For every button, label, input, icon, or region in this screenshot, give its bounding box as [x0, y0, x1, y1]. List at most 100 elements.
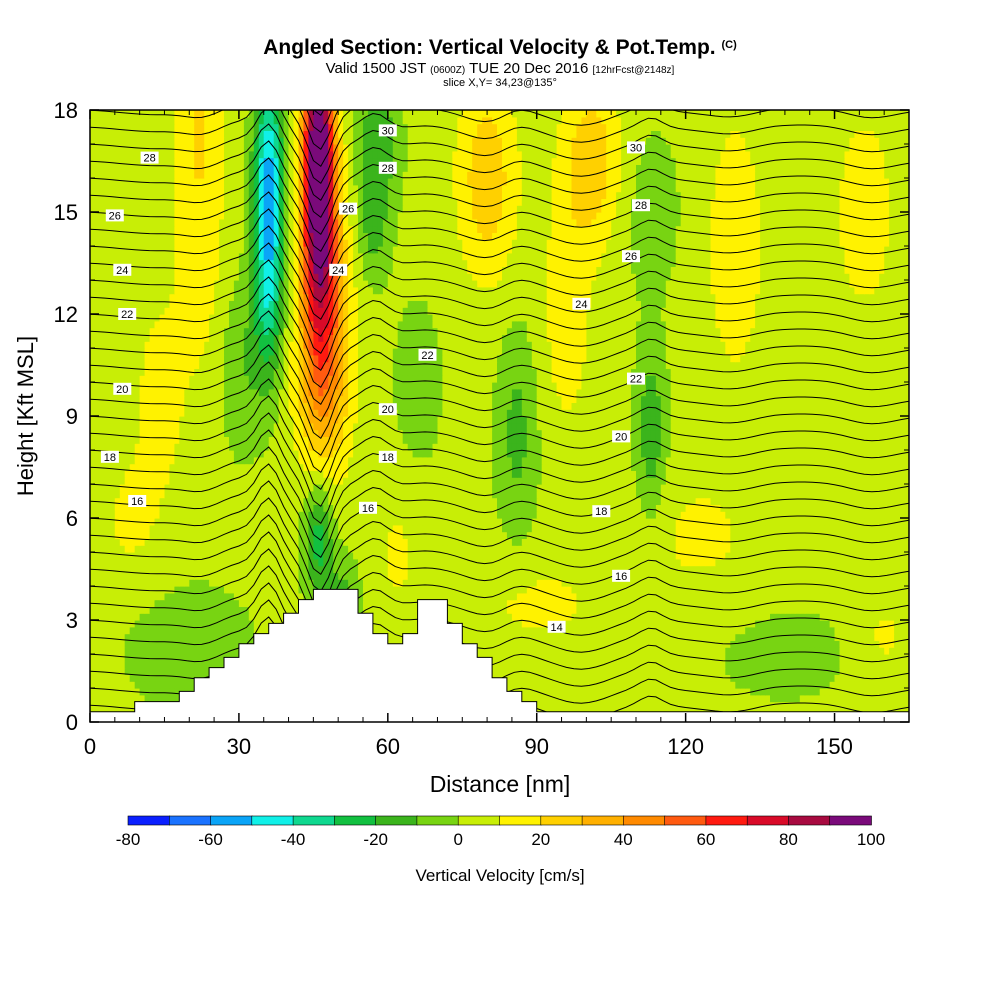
- velocity-cell: [844, 660, 851, 669]
- velocity-cell: [104, 606, 111, 614]
- velocity-cell: [601, 545, 607, 553]
- velocity-cell: [750, 599, 756, 607]
- velocity-cell: [169, 524, 175, 533]
- velocity-cell: [229, 620, 235, 628]
- velocity-cell: [690, 660, 697, 669]
- velocity-cell: [655, 586, 662, 594]
- velocity-cell: [645, 606, 652, 614]
- velocity-cell: [99, 586, 106, 594]
- velocity-cell: [770, 538, 776, 546]
- velocity-cell: [417, 558, 424, 567]
- velocity-cell: [219, 518, 225, 526]
- velocity-cell: [149, 654, 156, 662]
- velocity-cell: [695, 579, 702, 587]
- velocity-cell: [650, 626, 657, 635]
- velocity-cell: [705, 660, 712, 669]
- velocity-cell: [119, 674, 126, 682]
- velocity-cell: [233, 626, 240, 635]
- vertical-velocity-field: [90, 110, 909, 722]
- velocity-cell: [626, 694, 632, 703]
- velocity-cell: [397, 626, 404, 635]
- velocity-cell: [745, 572, 751, 580]
- velocity-cell: [566, 538, 573, 546]
- velocity-cell: [576, 572, 582, 580]
- velocity-cell: [154, 531, 161, 539]
- velocity-cell: [775, 545, 781, 553]
- velocity-cell: [596, 694, 602, 703]
- velocity-cell: [511, 647, 518, 655]
- velocity-cell: [283, 552, 290, 560]
- velocity-cell: [412, 565, 419, 573]
- velocity-cell: [169, 592, 175, 601]
- velocity-cell: [799, 558, 806, 567]
- velocity-cell: [437, 538, 444, 546]
- velocity-cell: [834, 613, 841, 621]
- velocity-cell: [377, 565, 384, 573]
- velocity-cell: [487, 613, 493, 621]
- velocity-cell: [725, 613, 731, 621]
- velocity-cell: [526, 647, 533, 655]
- velocity-cell: [214, 572, 220, 580]
- velocity-cell: [665, 613, 672, 621]
- velocity-cell: [844, 674, 851, 682]
- velocity-cell: [705, 694, 712, 703]
- velocity-cell: [482, 531, 488, 539]
- velocity-cell: [179, 599, 185, 607]
- velocity-cell: [685, 586, 692, 594]
- velocity-cell: [685, 660, 692, 669]
- velocity-cell: [700, 599, 707, 607]
- velocity-cell: [814, 606, 821, 614]
- velocity-cell: [516, 626, 523, 635]
- velocity-cell: [348, 572, 354, 580]
- velocity-cell: [104, 688, 111, 696]
- velocity-cell: [95, 586, 101, 594]
- forecast-info: [12hrFcst@2148z]: [592, 65, 675, 76]
- velocity-cell: [874, 524, 880, 533]
- velocity-cell: [824, 688, 831, 696]
- velocity-cell: [725, 518, 731, 526]
- velocity-cell: [730, 558, 736, 567]
- velocity-cell: [899, 606, 905, 614]
- velocity-cell: [814, 592, 821, 601]
- velocity-cell: [859, 681, 865, 689]
- velocity-cell: [799, 606, 806, 614]
- velocity-cell: [214, 613, 220, 621]
- velocity-cell: [204, 633, 210, 641]
- velocity-cell: [819, 599, 826, 607]
- velocity-cell: [779, 688, 786, 696]
- velocity-cell: [566, 620, 573, 628]
- velocity-cell: [670, 640, 677, 648]
- velocity-cell: [720, 620, 726, 628]
- velocity-cell: [611, 626, 617, 635]
- velocity-cell: [328, 579, 334, 587]
- velocity-cell: [760, 654, 766, 662]
- velocity-cell: [109, 552, 116, 560]
- velocity-cell: [834, 674, 841, 682]
- velocity-cell: [814, 626, 821, 635]
- velocity-cell: [660, 640, 667, 648]
- velocity-cell: [576, 694, 582, 703]
- velocity-cell: [159, 620, 166, 628]
- velocity-cell: [90, 626, 96, 635]
- velocity-cell: [422, 579, 429, 587]
- velocity-cell: [497, 531, 503, 539]
- velocity-cell: [248, 545, 255, 553]
- velocity-cell: [526, 518, 533, 526]
- velocity-cell: [561, 647, 568, 655]
- velocity-cell: [621, 626, 627, 635]
- velocity-cell: [248, 579, 255, 587]
- velocity-cell: [621, 674, 627, 682]
- velocity-cell: [154, 688, 161, 696]
- velocity-cell: [104, 538, 111, 546]
- velocity-cell: [144, 545, 151, 553]
- velocity-cell: [665, 647, 672, 655]
- velocity-cell: [889, 524, 895, 533]
- velocity-cell: [248, 626, 255, 635]
- velocity-cell: [219, 572, 225, 580]
- velocity-cell: [358, 552, 364, 560]
- velocity-cell: [243, 518, 250, 526]
- velocity-cell: [581, 606, 587, 614]
- velocity-cell: [571, 688, 578, 696]
- velocity-cell: [90, 654, 96, 662]
- velocity-cell: [581, 572, 587, 580]
